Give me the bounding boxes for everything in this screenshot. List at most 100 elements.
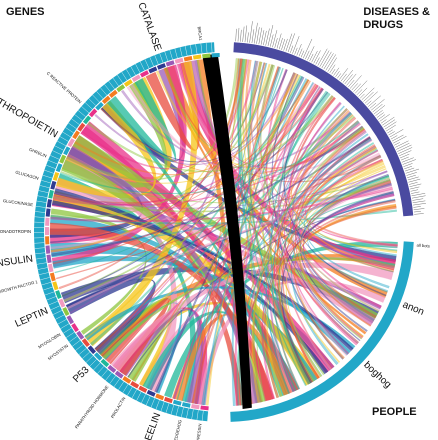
gene-subsegment	[50, 180, 57, 190]
chord-ribbon	[295, 128, 372, 327]
ring-separator	[121, 71, 128, 81]
ring-separator	[131, 389, 137, 399]
ring-separator	[205, 42, 208, 53]
disease-tick	[366, 100, 372, 106]
ring-separator	[154, 55, 159, 65]
disease-tick	[235, 28, 237, 42]
disease-tick	[382, 116, 395, 126]
gene-label: BRCA1	[197, 26, 204, 41]
ring-separator	[211, 42, 213, 53]
ring-separator	[145, 396, 151, 406]
ring-separator	[112, 77, 119, 87]
disease-tick	[240, 29, 242, 42]
disease-tick	[253, 22, 258, 44]
ring-separator	[42, 174, 53, 179]
disease-tick	[407, 176, 419, 181]
ring-separator	[55, 314, 65, 320]
chord-ribbon	[60, 171, 390, 204]
gene-label: HUMAN CHORIONIC GONADOTROPIN	[0, 229, 31, 234]
gene-subsegment	[71, 323, 79, 333]
gene-subsegment	[146, 389, 156, 397]
disease-tick	[410, 189, 419, 192]
ring-separator	[50, 155, 60, 160]
chord-ribbon	[256, 177, 390, 402]
ring-separator	[65, 127, 74, 134]
disease-tick	[396, 142, 410, 150]
ring-separator	[69, 336, 78, 343]
ring-separator	[37, 267, 48, 270]
disease-tick	[358, 87, 368, 97]
ring-separator	[92, 94, 100, 103]
gene-subsegment	[72, 130, 80, 140]
disease-tick	[329, 64, 336, 74]
ring-separator	[191, 409, 194, 420]
ring-separator	[35, 211, 46, 213]
disease-tick	[342, 69, 353, 83]
disease-tick	[353, 83, 362, 92]
gene-subsegment	[200, 405, 209, 411]
disease-tick	[249, 21, 253, 43]
ring-separator	[200, 43, 203, 54]
disease-tick	[278, 37, 283, 50]
ring-separator	[196, 410, 199, 421]
gene-label: GLUCOKINASE	[3, 198, 34, 207]
gene-label: MYOSTATIN	[47, 343, 69, 361]
ring-separator	[77, 110, 86, 117]
ring-separator	[82, 351, 90, 359]
chord-ribbon	[63, 115, 355, 303]
ring-separator	[190, 44, 193, 55]
chord-ribbon	[201, 137, 372, 406]
disease-tick	[384, 121, 397, 130]
disease-tick	[260, 30, 265, 45]
gene-subsegment	[116, 84, 126, 93]
gene-label: ERYTHROPOIETIN	[0, 86, 60, 140]
chord-ribbon	[298, 178, 391, 340]
disease-tick	[339, 68, 349, 80]
ring-separator	[46, 296, 57, 301]
black-ribbon	[202, 54, 252, 410]
ring-separator	[113, 378, 120, 387]
chord-ribbon	[119, 158, 384, 373]
chord-ribbon	[305, 149, 398, 247]
chord-ribbon	[247, 60, 315, 382]
disease-tick	[392, 135, 407, 144]
gene-label: C REACTIVE PROTEIN	[46, 71, 83, 105]
gene-subsegment	[139, 70, 149, 78]
disease-tick	[317, 48, 328, 66]
chord-ribbon	[266, 204, 397, 397]
gene-subsegment	[108, 89, 118, 98]
ring-separator	[37, 195, 48, 198]
disease-tick	[319, 50, 330, 67]
gene-subsegment	[52, 171, 60, 181]
disease-tick	[403, 163, 413, 167]
chord-ribbon	[261, 193, 395, 400]
chord-ribbon	[51, 125, 364, 257]
disease-tick	[360, 93, 365, 99]
gene-subsegment	[181, 402, 191, 408]
chord-ribbon	[66, 178, 391, 310]
ring-separator	[181, 407, 184, 418]
ring-separator	[130, 66, 136, 76]
ring-separator	[170, 404, 174, 415]
disease-tick	[410, 186, 420, 190]
ring-separator	[35, 257, 46, 260]
ring-separator	[97, 366, 105, 374]
chord-ribbon	[283, 101, 350, 355]
chord-ribbon	[203, 78, 308, 406]
gene-subsegment	[100, 358, 110, 368]
disease-tick	[390, 135, 398, 140]
chord-ribbon	[300, 173, 389, 332]
gene-subsegment	[174, 57, 184, 64]
disease-tick	[281, 38, 286, 50]
disease-tick	[398, 147, 413, 154]
ring-separator	[41, 282, 52, 286]
chord-ribbon	[271, 121, 360, 390]
disease-tick	[276, 33, 282, 49]
chord-ribbon	[268, 79, 321, 379]
disease-tick	[305, 50, 310, 60]
ring-separator	[41, 180, 51, 184]
disease-tick	[351, 83, 359, 91]
gene-label: MYOGLOBIN	[37, 332, 61, 350]
chord-ribbon	[294, 203, 397, 360]
ring-separator	[60, 323, 70, 329]
